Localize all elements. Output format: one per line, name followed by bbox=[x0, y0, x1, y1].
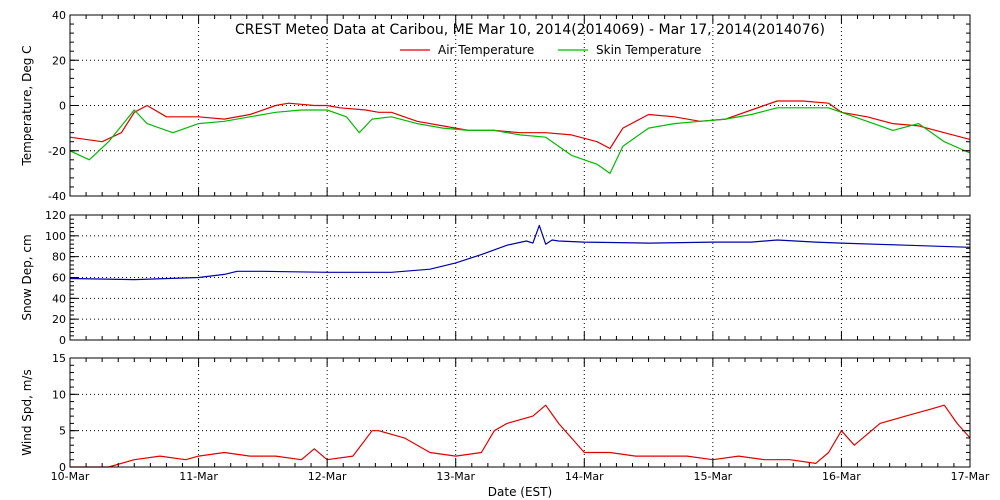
x-tick-label: 12-Mar bbox=[308, 470, 347, 483]
x-tick-label: 17-Mar bbox=[951, 470, 990, 483]
x-tick-label: 11-Mar bbox=[179, 470, 218, 483]
y-tick-label: 0 bbox=[59, 461, 66, 474]
y-axis-title-temperature: Temperature, Deg C bbox=[20, 45, 34, 166]
x-tick-label: 15-Mar bbox=[693, 470, 732, 483]
y-axis-title-wind-speed: Wind Spd, m/s bbox=[20, 369, 34, 455]
y-tick-label: -20 bbox=[48, 145, 66, 158]
x-tick-label: 10-Mar bbox=[51, 470, 90, 483]
y-tick-label: 0 bbox=[59, 334, 66, 347]
y-tick-label: 5 bbox=[59, 425, 66, 438]
series-line-temperature-1 bbox=[69, 107, 971, 174]
x-tick-label: 14-Mar bbox=[565, 470, 604, 483]
y-tick-label: 0 bbox=[59, 100, 66, 113]
y-axis-title-snow-depth: Snow Dep, cm bbox=[20, 234, 34, 320]
y-tick-label: 80 bbox=[52, 251, 66, 264]
y-tick-label: -40 bbox=[48, 190, 66, 203]
y-tick-label: 120 bbox=[45, 209, 66, 222]
y-tick-label: 60 bbox=[52, 272, 66, 285]
series-line-wind-speed-0 bbox=[70, 404, 971, 468]
x-tick-label: 13-Mar bbox=[436, 470, 475, 483]
legend-label-1: Skin Temperature bbox=[596, 43, 701, 57]
y-tick-label: 40 bbox=[52, 292, 66, 305]
x-tick-label: 16-Mar bbox=[822, 470, 861, 483]
y-tick-label: 20 bbox=[52, 313, 66, 326]
plot-frame-wind-speed bbox=[69, 357, 971, 468]
y-tick-label: 40 bbox=[52, 9, 66, 22]
x-axis-title: Date (EST) bbox=[488, 485, 552, 499]
y-tick-label: 15 bbox=[52, 352, 66, 365]
y-tick-label: 100 bbox=[45, 230, 66, 243]
series-line-temperature-0 bbox=[69, 100, 971, 150]
legend-label-0: Air Temperature bbox=[438, 43, 534, 57]
y-tick-label: 20 bbox=[52, 54, 66, 67]
series-line-snow-depth-0 bbox=[69, 224, 971, 281]
y-tick-label: 10 bbox=[52, 388, 66, 401]
chart-title: CREST Meteo Data at Caribou, ME Mar 10, … bbox=[235, 22, 825, 38]
